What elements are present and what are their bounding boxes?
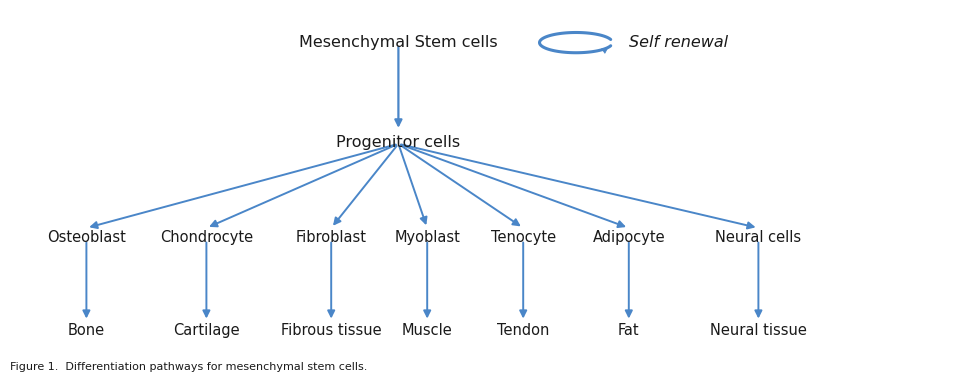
Text: Figure 1.  Differentiation pathways for mesenchymal stem cells.: Figure 1. Differentiation pathways for m… [10, 362, 367, 372]
Text: Fibrous tissue: Fibrous tissue [281, 323, 381, 338]
Text: Adipocyte: Adipocyte [592, 230, 665, 245]
Text: Myoblast: Myoblast [395, 230, 460, 245]
Text: Bone: Bone [68, 323, 105, 338]
Text: Mesenchymal Stem cells: Mesenchymal Stem cells [300, 35, 497, 50]
Text: Progenitor cells: Progenitor cells [336, 135, 461, 149]
Text: Fibroblast: Fibroblast [296, 230, 367, 245]
Text: Neural tissue: Neural tissue [710, 323, 806, 338]
Text: Cartilage: Cartilage [173, 323, 240, 338]
Text: Fat: Fat [618, 323, 639, 338]
Text: Tendon: Tendon [497, 323, 549, 338]
Text: Self renewal: Self renewal [629, 35, 728, 50]
Text: Muscle: Muscle [402, 323, 452, 338]
Text: Osteoblast: Osteoblast [47, 230, 126, 245]
Text: Tenocyte: Tenocyte [491, 230, 556, 245]
Text: Chondrocyte: Chondrocyte [159, 230, 253, 245]
Text: Neural cells: Neural cells [715, 230, 802, 245]
